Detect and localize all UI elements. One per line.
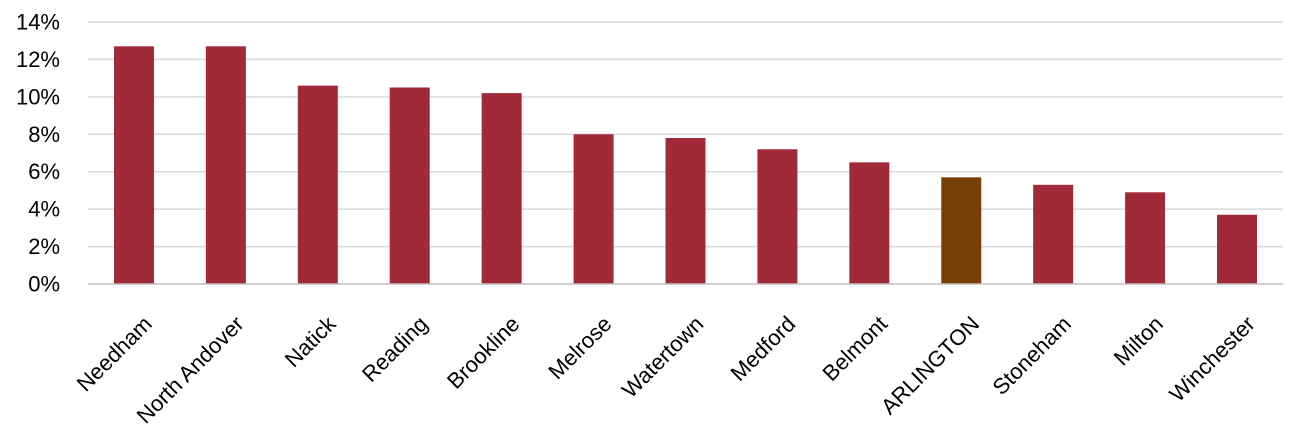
x-tick-label: Melrose bbox=[543, 311, 616, 384]
bar bbox=[113, 46, 154, 285]
x-tick-label: Watertown bbox=[617, 311, 708, 402]
bar bbox=[665, 138, 706, 284]
bar bbox=[1217, 214, 1258, 284]
y-tick-label: 10% bbox=[16, 84, 60, 109]
y-tick-label: 12% bbox=[16, 47, 60, 72]
y-tick-label: 4% bbox=[28, 197, 60, 222]
bar bbox=[573, 134, 614, 284]
x-tick-label: Winchester bbox=[1164, 311, 1259, 406]
bar bbox=[205, 46, 246, 285]
bars bbox=[113, 46, 1258, 285]
x-tick-label: Needham bbox=[72, 311, 157, 396]
bar bbox=[757, 149, 798, 284]
y-tick-label: 2% bbox=[28, 234, 60, 259]
bar bbox=[297, 85, 338, 284]
x-tick-label: Belmont bbox=[817, 311, 892, 386]
y-tick-label: 0% bbox=[28, 272, 60, 297]
x-tick-label: Reading bbox=[357, 311, 433, 387]
x-tick-label: Stoneham bbox=[987, 311, 1076, 400]
bar bbox=[481, 93, 522, 284]
x-tick-label: Brookline bbox=[442, 311, 525, 394]
x-tick-label: ARLINGTON bbox=[876, 311, 984, 419]
x-tick-label: Medford bbox=[726, 311, 801, 386]
bar bbox=[1033, 184, 1074, 284]
bar bbox=[389, 87, 430, 284]
y-axis-ticks: 0% 2% 4% 6% 8% 10% 12% 14% bbox=[16, 10, 60, 297]
y-tick-label: 8% bbox=[28, 122, 60, 147]
y-tick-label: 14% bbox=[16, 10, 60, 35]
bar bbox=[941, 177, 982, 284]
x-tick-label: Natick bbox=[280, 310, 342, 372]
bar bbox=[849, 162, 890, 284]
bar bbox=[1125, 192, 1166, 284]
x-tick-label: Milton bbox=[1109, 311, 1168, 370]
y-tick-label: 6% bbox=[28, 159, 60, 184]
